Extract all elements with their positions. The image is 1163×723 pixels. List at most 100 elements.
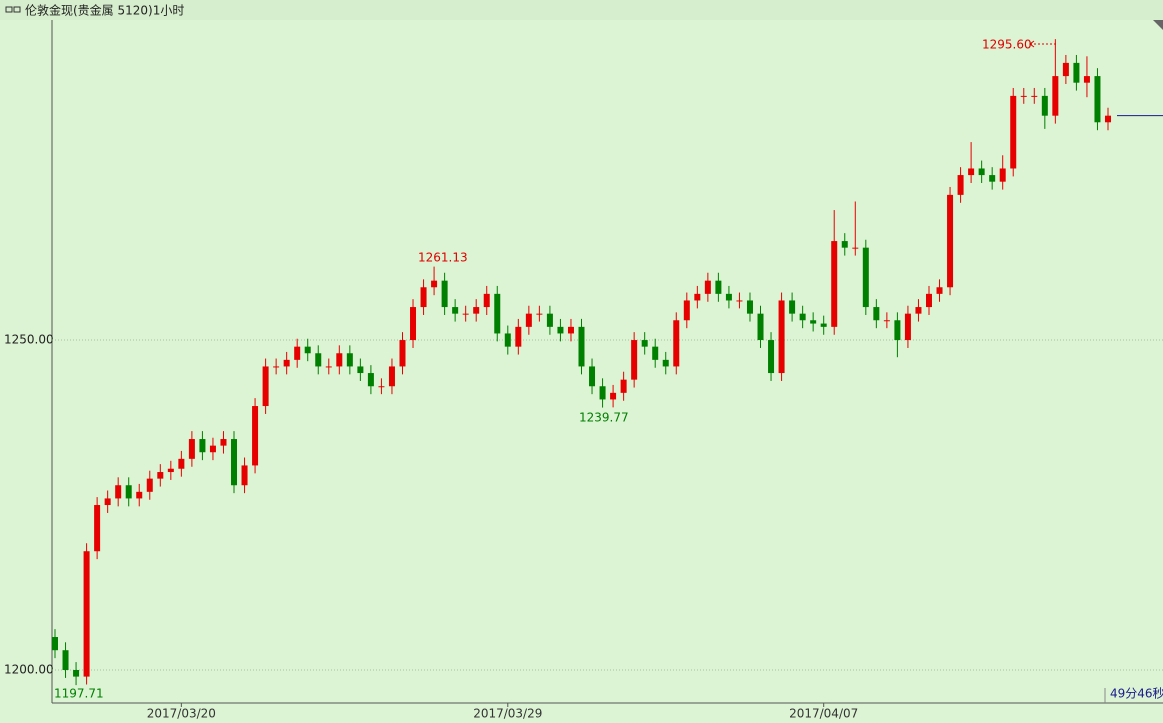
candle-body	[1094, 76, 1101, 123]
candle-body	[73, 670, 80, 677]
candle-body	[673, 320, 680, 367]
candle-body	[104, 498, 111, 506]
candle-body	[978, 168, 985, 176]
annotation-arrow	[1029, 40, 1035, 48]
icon	[5, 6, 13, 13]
candle-body	[410, 307, 417, 341]
candle-body	[262, 366, 269, 407]
candle-body	[483, 293, 490, 308]
candle-body	[567, 326, 574, 334]
x-tick-label: 2017/04/07	[789, 707, 858, 721]
candle-body	[188, 439, 195, 459]
x-tick-label: 2017/03/29	[473, 707, 542, 721]
annotation: 1295.60	[982, 38, 1032, 52]
countdown: 49分46秒	[1110, 687, 1163, 701]
candle-body	[652, 346, 659, 360]
candle-body	[546, 313, 553, 327]
candle-body	[789, 300, 796, 314]
y-tick-label: 1250.00	[4, 333, 54, 347]
candle-body	[862, 247, 869, 308]
candle-body	[662, 359, 669, 367]
candle-body	[1031, 95, 1038, 97]
candle-body	[883, 320, 890, 322]
candle-body	[999, 168, 1006, 182]
annotation: 1239.77	[579, 411, 629, 425]
candle-body	[199, 439, 206, 453]
candle-body	[683, 300, 690, 321]
candle-body	[725, 293, 732, 301]
candle-body	[989, 175, 996, 182]
candle-body	[83, 551, 90, 677]
candle-body	[1020, 95, 1027, 97]
chart-title: 伦敦金现(贵金属 5120)1小时	[25, 3, 184, 18]
candle-body	[304, 346, 311, 354]
candle-body	[704, 280, 711, 294]
candle-body	[925, 293, 932, 308]
x-tick-label: 2017/03/20	[147, 707, 216, 721]
annotation: 1261.13	[418, 251, 468, 265]
candle-body	[757, 313, 764, 341]
candle-body	[315, 353, 322, 367]
candle-body	[209, 445, 216, 453]
candle-body	[357, 366, 364, 374]
candle-body	[157, 472, 164, 479]
candle-body	[367, 373, 374, 387]
candle-body	[346, 353, 353, 367]
candle-body	[252, 406, 259, 466]
candle-body	[641, 340, 648, 347]
candle-body	[388, 366, 395, 387]
candle-body	[694, 293, 701, 301]
candle-body	[557, 326, 564, 334]
candle-body	[831, 241, 838, 327]
candle-body	[146, 478, 153, 492]
candle-body	[220, 439, 227, 446]
candle-body	[504, 333, 511, 347]
candle-body	[820, 323, 827, 327]
candle-body	[894, 320, 901, 341]
candle-body	[1052, 76, 1059, 116]
candle-body	[841, 241, 848, 248]
candle-body	[294, 346, 301, 360]
candle-body	[1062, 62, 1069, 77]
candle-body	[441, 280, 448, 308]
annotation: 1197.71	[54, 687, 104, 701]
candle-body	[915, 307, 922, 314]
candle-body	[283, 359, 290, 367]
candle-body	[1041, 95, 1048, 116]
candle-body	[473, 307, 480, 314]
candle-body	[125, 485, 132, 499]
candle-body	[768, 340, 775, 374]
candle-body	[231, 439, 238, 486]
candle-body	[525, 313, 532, 327]
candle-body	[947, 194, 954, 288]
candle-body	[273, 366, 280, 368]
candle-body	[715, 280, 722, 294]
candle-body	[399, 340, 406, 367]
candle-body	[494, 293, 501, 334]
candle-body	[736, 300, 743, 302]
candle-body	[578, 326, 585, 367]
candle-body	[94, 505, 101, 552]
candle-body	[968, 168, 975, 176]
candle-body	[1010, 95, 1017, 169]
candle-body	[178, 458, 185, 469]
candle-body	[452, 307, 459, 314]
candle-body	[631, 340, 638, 380]
candle-body	[1105, 115, 1111, 123]
candle-body	[1083, 76, 1090, 83]
candle-body	[778, 300, 785, 374]
candle-body	[431, 280, 438, 288]
candle-body	[336, 353, 343, 367]
candle-body	[873, 307, 880, 321]
candle-body	[420, 287, 427, 308]
candle-body	[957, 175, 964, 195]
candle-body	[589, 366, 596, 387]
candle-body	[936, 287, 943, 294]
candle-body	[62, 650, 69, 671]
candle-body	[241, 465, 248, 486]
icon	[13, 6, 21, 13]
candle-body	[599, 386, 606, 400]
candle-body	[904, 313, 911, 341]
